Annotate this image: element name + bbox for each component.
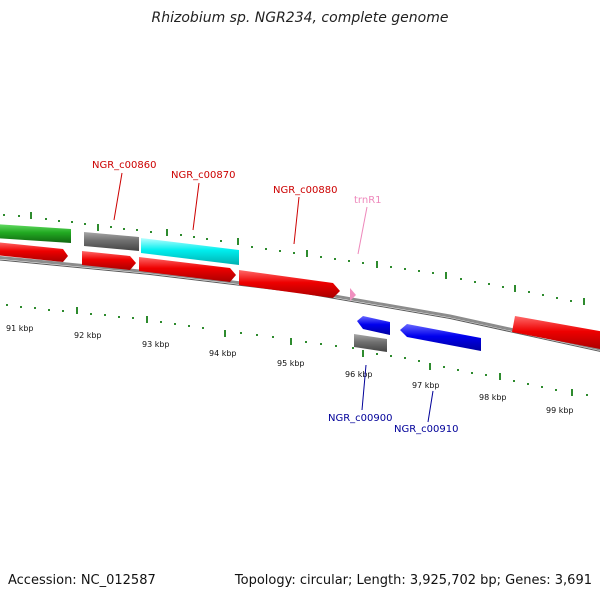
gene-feature-red[interactable] [82,251,136,270]
reverse-row [354,316,481,352]
forward-outer-row [0,224,239,265]
kbp-label: 94 kbp [209,349,237,358]
gene-feature-red[interactable] [512,316,600,350]
gene-feature-cyan[interactable] [141,238,239,265]
outer-tick-track [3,212,585,305]
gene-label-ngr-c00860[interactable]: NGR_c00860 [92,160,157,171]
gene-label-trnr1[interactable]: trnR1 [354,195,382,206]
kbp-label: 91 kbp [6,324,34,333]
gene-feature-red[interactable] [0,242,68,262]
kbp-label: 96 kbp [345,370,373,379]
gene-label-ngr-c00900[interactable]: NGR_c00900 [328,413,393,424]
kbp-label: 99 kbp [546,406,574,415]
gene-feature-blue[interactable] [400,324,481,351]
trna-feature[interactable] [350,288,356,301]
gene-feature-gray[interactable] [354,334,387,352]
inner-tick-track [6,304,588,396]
gene-feature-blue[interactable] [357,316,390,335]
kbp-label: 92 kbp [74,331,102,340]
gene-feature-green[interactable] [0,224,71,243]
forward-inner-row [0,242,600,350]
gene-feature-red[interactable] [139,257,236,282]
gene-feature-gray[interactable] [84,232,139,251]
kbp-label: 97 kbp [412,381,440,390]
kbp-label: 98 kbp [479,393,507,402]
label-pointers [113,172,434,423]
gene-labels: NGR_c00860 NGR_c00870 NGR_c00880 trnR1 N… [92,160,459,435]
kbp-labels: 91 kbp 92 kbp 93 kbp 94 kbp 95 kbp 96 kb… [6,324,574,415]
genome-title: Rhizobium sp. NGR234, complete genome [151,10,449,26]
genome-summary-text: Topology: circular; Length: 3,925,702 bp… [234,573,592,588]
kbp-label: 93 kbp [142,340,170,349]
gene-feature-red[interactable] [239,270,340,298]
accession-text: Accession: NC_012587 [8,573,156,588]
kbp-label: 95 kbp [277,359,305,368]
gene-label-ngr-c00880[interactable]: NGR_c00880 [273,185,338,196]
gene-label-ngr-c00910[interactable]: NGR_c00910 [394,424,459,435]
gene-label-ngr-c00870[interactable]: NGR_c00870 [171,170,236,181]
